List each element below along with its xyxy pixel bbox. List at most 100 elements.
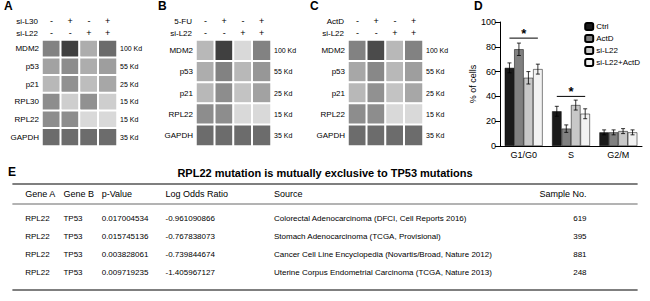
svg-text:248: 248 [573,268,587,277]
svg-text:% of cells: % of cells [468,64,478,103]
svg-text:Gene B: Gene B [63,189,94,199]
svg-text:Uterine Corpus Endometrial Car: Uterine Corpus Endometrial Carcinoma (TC… [274,268,492,277]
svg-text:100 Kd: 100 Kd [274,47,296,54]
svg-text:100 Kd: 100 Kd [120,45,142,52]
svg-text:Colorectal Adenocarcinoma (DFC: Colorectal Adenocarcinoma (DFCI, Cell Re… [274,214,467,223]
svg-text:GAPDH: GAPDH [165,131,194,140]
svg-text:+: + [240,28,245,38]
svg-text:E: E [8,165,16,179]
svg-text:si-L22: si-L22 [170,29,192,38]
svg-text:55 Kd: 55 Kd [120,63,138,70]
svg-text:35 Kd: 35 Kd [426,132,444,139]
svg-text:Log Odds Ratio: Log Odds Ratio [166,189,229,199]
svg-text:35 Kd: 35 Kd [274,132,292,139]
svg-text:40: 40 [486,91,496,101]
svg-text:Sample No.: Sample No. [540,189,587,199]
svg-text:G2/M: G2/M [607,150,629,160]
svg-text:35 Kd: 35 Kd [120,134,138,141]
svg-text:15 Kd: 15 Kd [426,111,444,118]
svg-text:RPL22: RPL22 [25,250,50,259]
svg-text:si-L22: si-L22 [322,29,344,38]
svg-text:-: - [356,28,359,38]
svg-text:Ctrl: Ctrl [596,22,609,31]
svg-text:ActD: ActD [327,17,345,26]
svg-text:ActD: ActD [596,34,614,43]
svg-text:-: - [50,28,53,38]
svg-text:-: - [87,16,90,26]
svg-text:-: - [204,28,207,38]
svg-text:si-L22: si-L22 [16,29,38,38]
svg-text:p-Value: p-Value [102,189,132,199]
svg-text:MDM2: MDM2 [15,44,39,53]
svg-text:Cancer Cell Line Encyclopedia: Cancer Cell Line Encyclopedia (Novartis/… [274,250,492,259]
svg-text:+: + [221,16,226,26]
svg-text:-1.405967127: -1.405967127 [166,268,216,277]
svg-text:5-FU: 5-FU [174,17,192,26]
svg-text:RPL22: RPL22 [25,232,50,241]
svg-text:p53: p53 [332,67,346,76]
svg-text:25 Kd: 25 Kd [426,90,444,97]
svg-text:+: + [411,28,416,38]
svg-text:B: B [158,0,167,13]
svg-text:-0.767838073: -0.767838073 [166,232,216,241]
svg-text:si-L30: si-L30 [16,17,38,26]
svg-text:+: + [86,28,91,38]
svg-text:-: - [223,28,226,38]
svg-text:TP53: TP53 [63,250,83,259]
svg-text:-: - [241,16,244,26]
svg-text:15 Kd: 15 Kd [120,116,138,123]
svg-text:si-L22+ActD: si-L22+ActD [596,58,640,67]
svg-text:RPL30: RPL30 [15,97,40,106]
svg-text:RPL22: RPL22 [169,110,194,119]
svg-text:395: 395 [573,232,587,241]
svg-text:0.017004534: 0.017004534 [102,214,149,223]
svg-text:+: + [373,16,378,26]
svg-text:619: 619 [573,214,587,223]
svg-text:100 Kd: 100 Kd [426,47,448,54]
svg-text:0.009719235: 0.009719235 [102,268,149,277]
svg-text:TP53: TP53 [63,232,83,241]
svg-text:0.003828061: 0.003828061 [102,250,149,259]
svg-text:+: + [67,16,72,26]
svg-text:-: - [356,16,359,26]
svg-text:15 Kd: 15 Kd [274,111,292,118]
svg-text:15 Kd: 15 Kd [120,98,138,105]
svg-text:+: + [259,28,264,38]
svg-text:TP53: TP53 [63,268,83,277]
svg-text:Source: Source [274,189,303,199]
svg-text:+: + [411,16,416,26]
svg-text:TP53: TP53 [63,214,83,223]
svg-text:RPL22: RPL22 [25,268,50,277]
svg-text:RPL22: RPL22 [25,214,50,223]
svg-text:-0.961090866: -0.961090866 [166,214,216,223]
svg-text:p21: p21 [332,89,346,98]
svg-text:p53: p53 [180,67,194,76]
svg-text:-: - [393,16,396,26]
svg-text:D: D [474,0,483,13]
svg-text:0: 0 [491,141,496,151]
svg-text:si-L22: si-L22 [596,46,618,55]
svg-text:80: 80 [486,42,496,52]
svg-text:Stomach Adenocarcinoma (TCGA,: Stomach Adenocarcinoma (TCGA, Provisiona… [274,232,441,241]
svg-text:100: 100 [481,17,496,27]
svg-text:-: - [375,28,378,38]
svg-text:A: A [4,0,13,13]
svg-text:20: 20 [486,116,496,126]
svg-text:881: 881 [573,250,587,259]
svg-text:25 Kd: 25 Kd [274,90,292,97]
svg-text:25 Kd: 25 Kd [120,81,138,88]
svg-text:GAPDH: GAPDH [11,133,40,142]
svg-text:RPL22: RPL22 [15,115,40,124]
svg-text:Gene A: Gene A [25,189,55,199]
svg-text:55 Kd: 55 Kd [426,68,444,75]
svg-text:p53: p53 [26,62,40,71]
svg-text:GAPDH: GAPDH [317,131,346,140]
svg-text:*: * [568,84,574,99]
svg-text:-0.739844674: -0.739844674 [166,250,216,259]
svg-text:*: * [521,26,527,41]
svg-text:RPL22 mutation is mutually exc: RPL22 mutation is mutually exclusive to … [177,167,472,179]
svg-text:55 Kd: 55 Kd [274,68,292,75]
svg-text:+: + [392,28,397,38]
svg-text:S: S [568,150,574,160]
svg-text:C: C [310,0,319,13]
